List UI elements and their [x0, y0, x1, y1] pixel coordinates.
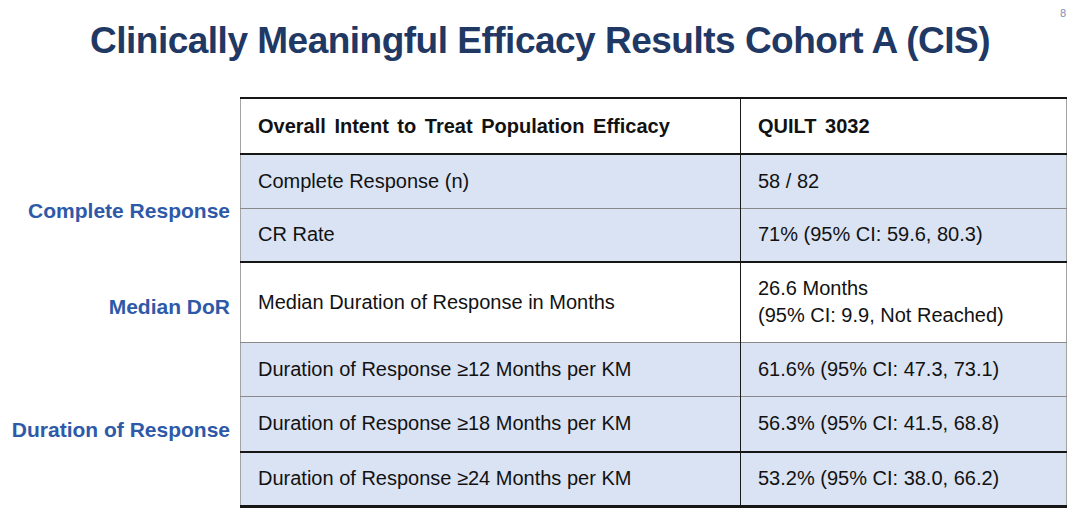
metric-cell: Duration of Response ≥12 Months per KM: [241, 342, 741, 396]
value-cell: 71% (95% CI: 59.6, 80.3): [741, 208, 1067, 262]
table-header-row: Overall Intent to Treat Population Effic…: [241, 98, 1067, 154]
column-header-study: QUILT 3032: [741, 98, 1067, 154]
side-label-duration-of-response: Duration of Response: [0, 419, 230, 441]
table-row-dor-24-months: Duration of Response ≥24 Months per KM 5…: [241, 452, 1067, 506]
side-label-median-dor: Median DoR: [0, 296, 230, 318]
table-row-complete-response-n: Complete Response (n) 58 / 82: [241, 154, 1067, 208]
column-header-metric: Overall Intent to Treat Population Effic…: [241, 98, 741, 154]
slide-title: Clinically Meaningful Efficacy Results C…: [0, 20, 1080, 62]
table-row-cr-rate: CR Rate 71% (95% CI: 59.6, 80.3): [241, 208, 1067, 262]
metric-cell: CR Rate: [241, 208, 741, 262]
metric-cell: Median Duration of Response in Months: [241, 262, 741, 342]
table-row-dor-12-months: Duration of Response ≥12 Months per KM 6…: [241, 342, 1067, 396]
table-row-median-dor: Median Duration of Response in Months 26…: [241, 262, 1067, 342]
side-label-complete-response: Complete Response: [0, 200, 230, 222]
value-cell: 61.6% (95% CI: 47.3, 73.1): [741, 342, 1067, 396]
metric-cell: Duration of Response ≥24 Months per KM: [241, 452, 741, 506]
page-number: 8: [1060, 7, 1066, 19]
efficacy-table: Overall Intent to Treat Population Effic…: [240, 97, 1067, 508]
value-cell: 58 / 82: [741, 154, 1067, 208]
metric-cell: Duration of Response ≥18 Months per KM: [241, 396, 741, 452]
metric-cell: Complete Response (n): [241, 154, 741, 208]
value-cell: 53.2% (95% CI: 38.0, 66.2): [741, 452, 1067, 506]
table-row-dor-18-months: Duration of Response ≥18 Months per KM 5…: [241, 396, 1067, 452]
value-cell: 56.3% (95% CI: 41.5, 68.8): [741, 396, 1067, 452]
slide: 8 Clinically Meaningful Efficacy Results…: [0, 0, 1080, 532]
value-cell: 26.6 Months (95% CI: 9.9, Not Reached): [741, 262, 1067, 342]
